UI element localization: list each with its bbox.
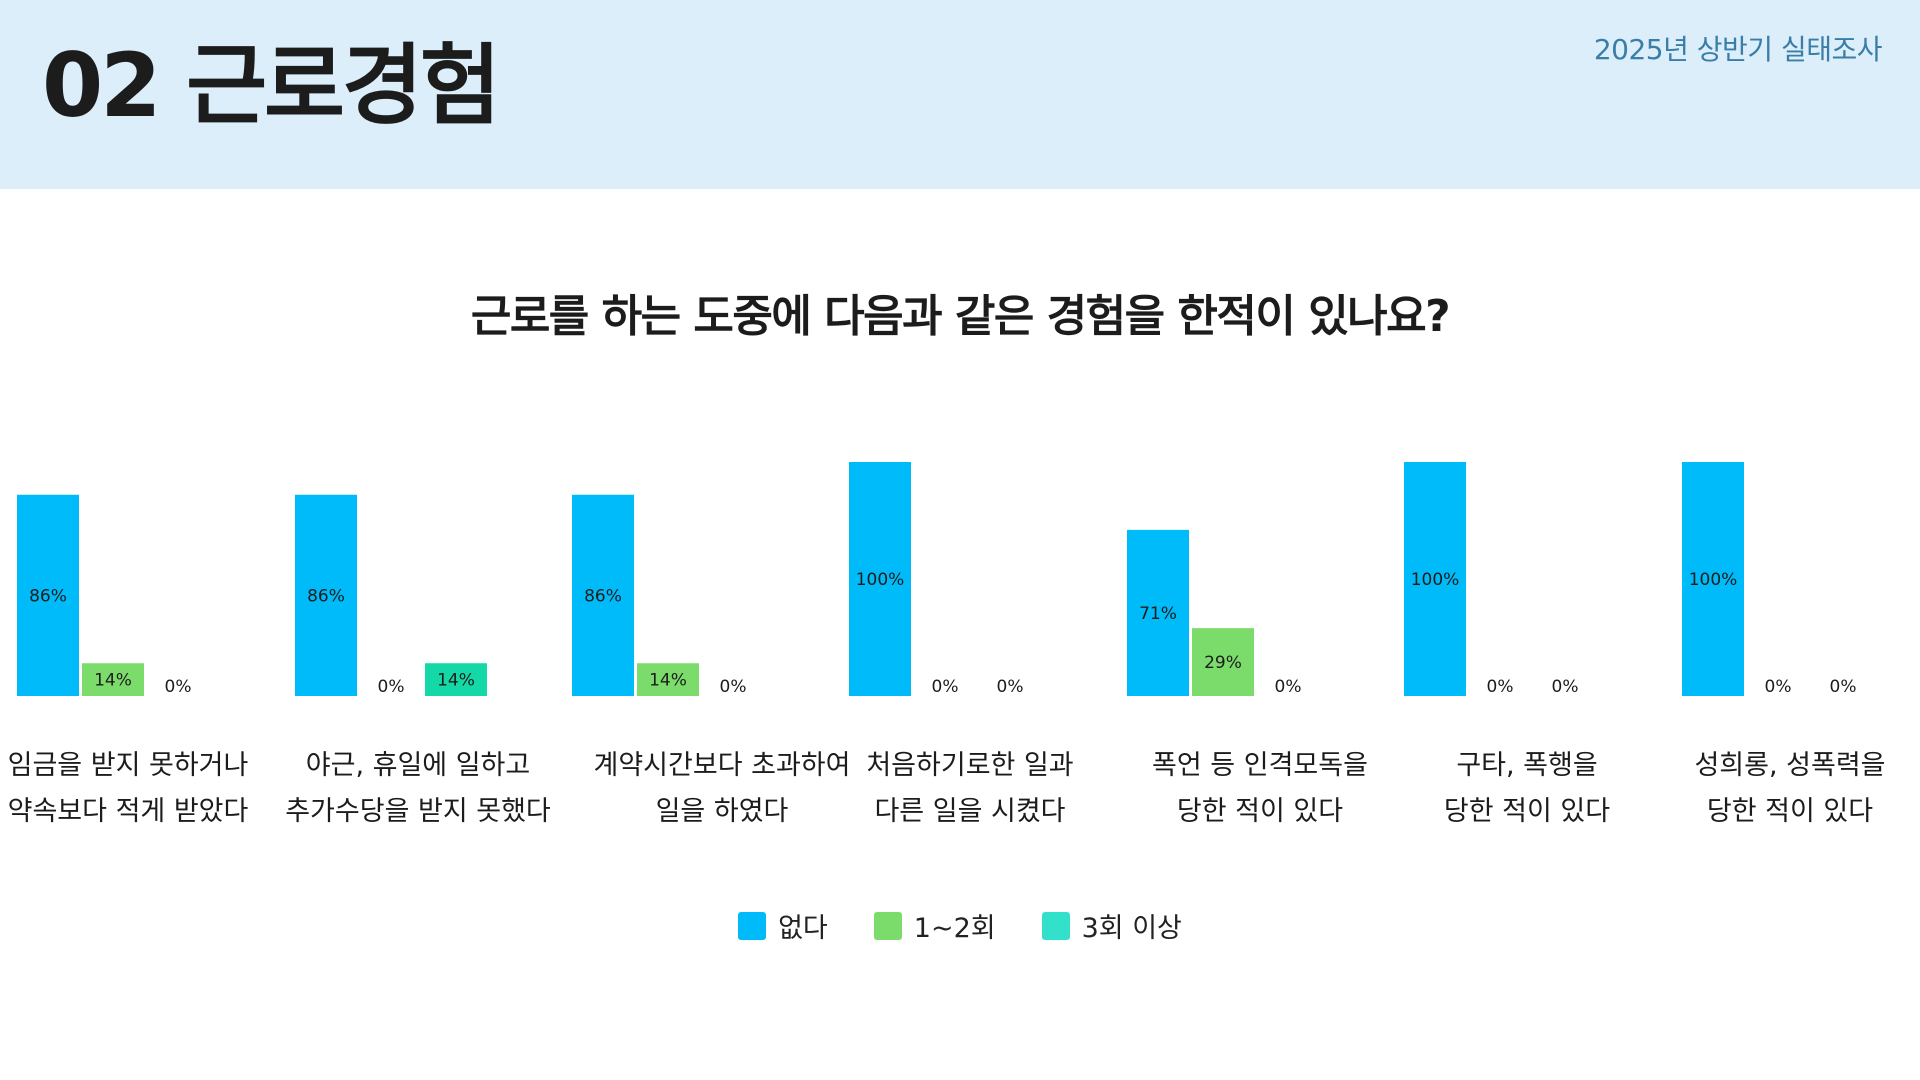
- data-label: 86%: [29, 586, 67, 606]
- header-banner: 02 근로경험 2025년 상반기 실태조사: [0, 0, 1920, 189]
- legend-label-once-twice: 1~2회: [913, 913, 996, 944]
- data-label: 86%: [307, 586, 345, 606]
- data-label: 0%: [165, 677, 192, 697]
- category-label: 추가수당을 받지 못했다: [285, 796, 551, 827]
- data-label: 14%: [94, 671, 132, 691]
- data-label: 0%: [1830, 677, 1857, 697]
- page-title: 02 근로경험: [42, 34, 501, 137]
- category-label: 당한 적이 있다: [1177, 796, 1343, 827]
- legend-swatch-once-twice: [873, 911, 902, 940]
- category-label: 폭언 등 인격모독을: [1152, 750, 1368, 781]
- data-label: 0%: [378, 677, 405, 697]
- legend-item-once-twice: 1~2회: [873, 906, 996, 945]
- data-label: 0%: [1765, 677, 1792, 697]
- category-label: 성희롱, 성폭력을: [1694, 750, 1885, 781]
- bar-once-twice: [1192, 628, 1254, 696]
- chart-legend: 없다 1~2회 3회 이상: [0, 906, 1920, 945]
- data-label: 0%: [997, 677, 1024, 697]
- data-label: 29%: [1204, 653, 1242, 673]
- bar-none: [295, 494, 357, 696]
- bar-none: [1404, 462, 1466, 696]
- data-label: 14%: [649, 671, 687, 691]
- data-label: 100%: [1411, 570, 1460, 590]
- category-label: 야근, 휴일에 일하고: [306, 750, 530, 781]
- legend-item-three-plus: 3회 이상: [1041, 906, 1182, 945]
- bar-none: [17, 494, 79, 696]
- legend-label-none: 없다: [778, 913, 828, 944]
- category-label: 처음하기로한 일과: [866, 750, 1073, 781]
- category-label: 약속보다 적게 받았다: [8, 796, 249, 827]
- category-label: 다른 일을 시켰다: [874, 796, 1065, 827]
- data-label: 0%: [720, 677, 747, 697]
- data-label: 71%: [1139, 604, 1177, 624]
- category-label: 계약시간보다 초과하여: [594, 750, 851, 781]
- bar-none: [1127, 529, 1189, 696]
- category-label: 임금을 받지 못하거나: [8, 750, 249, 781]
- data-label: 0%: [1487, 677, 1514, 697]
- bar-once-twice: [637, 663, 699, 696]
- legend-item-none: 없다: [738, 906, 828, 945]
- legend-label-three-plus: 3회 이상: [1081, 913, 1182, 944]
- category-label: 일을 하였다: [656, 796, 789, 827]
- bar-once-twice: [82, 663, 144, 696]
- bar-none: [1682, 462, 1744, 696]
- data-label: 0%: [1552, 677, 1579, 697]
- bar-none: [572, 494, 634, 696]
- legend-swatch-none: [738, 911, 767, 940]
- category-label: 당한 적이 있다: [1444, 796, 1610, 827]
- data-label: 100%: [1689, 570, 1738, 590]
- bar-three-plus: [425, 663, 487, 696]
- survey-label: 2025년 상반기 실태조사: [1593, 33, 1883, 66]
- data-label: 14%: [437, 671, 475, 691]
- legend-swatch-three-plus: [1041, 911, 1070, 940]
- bar-none: [849, 462, 911, 696]
- chart-title: 근로를 하는 도중에 다음과 같은 경험을 한적이 있나요?: [470, 291, 1451, 342]
- data-label: 86%: [584, 586, 622, 606]
- category-label: 구타, 폭행을: [1456, 750, 1597, 781]
- data-label: 100%: [856, 570, 905, 590]
- category-label: 당한 적이 있다: [1707, 796, 1873, 827]
- data-label: 0%: [932, 677, 959, 697]
- data-label: 0%: [1275, 677, 1302, 697]
